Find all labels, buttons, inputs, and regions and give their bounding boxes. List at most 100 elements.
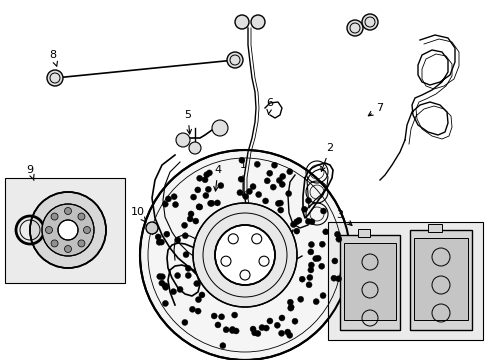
- Circle shape: [194, 187, 201, 193]
- Bar: [339, 235, 399, 330]
- Circle shape: [170, 289, 176, 294]
- Circle shape: [305, 219, 311, 225]
- Circle shape: [293, 219, 299, 225]
- Circle shape: [284, 329, 290, 335]
- Circle shape: [308, 242, 314, 248]
- Circle shape: [229, 328, 235, 333]
- Bar: [357, 229, 369, 237]
- Circle shape: [278, 330, 284, 336]
- Circle shape: [78, 213, 85, 220]
- Circle shape: [182, 233, 188, 239]
- Circle shape: [171, 194, 177, 200]
- Circle shape: [307, 249, 313, 255]
- Circle shape: [30, 192, 106, 268]
- Circle shape: [238, 176, 244, 182]
- Circle shape: [182, 319, 187, 325]
- Circle shape: [64, 246, 71, 252]
- Circle shape: [242, 193, 248, 199]
- Circle shape: [254, 161, 260, 167]
- Circle shape: [189, 142, 201, 154]
- Circle shape: [320, 293, 325, 298]
- Circle shape: [218, 314, 224, 320]
- Circle shape: [314, 255, 321, 261]
- Circle shape: [188, 211, 194, 217]
- Circle shape: [295, 217, 301, 223]
- Circle shape: [335, 276, 341, 282]
- Bar: [5, 178, 125, 283]
- Circle shape: [165, 196, 171, 202]
- Circle shape: [159, 274, 165, 280]
- Circle shape: [203, 193, 208, 198]
- Circle shape: [162, 283, 168, 289]
- Text: 2: 2: [320, 143, 333, 171]
- Circle shape: [185, 273, 191, 279]
- Circle shape: [251, 330, 257, 336]
- Circle shape: [331, 258, 337, 264]
- Circle shape: [250, 15, 264, 29]
- Circle shape: [246, 188, 252, 194]
- Circle shape: [207, 201, 213, 206]
- Text: 3: 3: [336, 210, 351, 225]
- Circle shape: [162, 301, 168, 306]
- Circle shape: [306, 274, 312, 280]
- Circle shape: [174, 273, 180, 279]
- Bar: [413, 238, 467, 320]
- Circle shape: [297, 296, 303, 302]
- Circle shape: [249, 326, 256, 332]
- Circle shape: [229, 327, 235, 332]
- Circle shape: [181, 222, 187, 228]
- Circle shape: [163, 284, 168, 290]
- Circle shape: [211, 313, 217, 319]
- Bar: [427, 224, 441, 232]
- Circle shape: [212, 120, 227, 136]
- Circle shape: [176, 133, 190, 147]
- Circle shape: [287, 304, 294, 310]
- Text: 8: 8: [49, 50, 57, 66]
- Text: 1: 1: [239, 160, 246, 196]
- Circle shape: [262, 198, 268, 204]
- Circle shape: [305, 282, 311, 288]
- Circle shape: [42, 204, 94, 256]
- Circle shape: [239, 157, 244, 163]
- Circle shape: [319, 241, 325, 247]
- Circle shape: [312, 298, 319, 305]
- Circle shape: [277, 207, 283, 213]
- Circle shape: [196, 204, 203, 210]
- Text: 4: 4: [213, 165, 221, 191]
- Circle shape: [177, 287, 183, 292]
- Circle shape: [307, 267, 313, 273]
- Circle shape: [308, 219, 314, 225]
- Circle shape: [214, 200, 220, 206]
- Circle shape: [228, 234, 238, 244]
- Circle shape: [51, 240, 58, 247]
- Circle shape: [301, 206, 307, 212]
- Circle shape: [259, 325, 264, 330]
- Circle shape: [286, 332, 292, 338]
- Circle shape: [235, 15, 248, 29]
- Text: 7: 7: [367, 103, 383, 116]
- Circle shape: [83, 226, 90, 234]
- Circle shape: [203, 172, 209, 178]
- Circle shape: [193, 203, 296, 307]
- Bar: [343, 243, 395, 320]
- Circle shape: [193, 280, 200, 287]
- Text: 5: 5: [184, 110, 191, 134]
- Circle shape: [155, 234, 161, 240]
- Circle shape: [159, 280, 164, 286]
- Circle shape: [266, 170, 272, 176]
- Circle shape: [158, 239, 164, 245]
- Circle shape: [51, 213, 58, 220]
- Circle shape: [208, 200, 214, 206]
- Circle shape: [64, 207, 71, 215]
- Circle shape: [195, 308, 201, 314]
- Circle shape: [237, 190, 243, 195]
- Circle shape: [287, 305, 293, 311]
- Circle shape: [189, 306, 195, 312]
- Circle shape: [330, 275, 336, 281]
- Circle shape: [277, 200, 283, 206]
- Circle shape: [157, 274, 163, 279]
- Bar: [409, 230, 471, 330]
- Circle shape: [217, 183, 224, 189]
- Circle shape: [278, 315, 285, 321]
- Circle shape: [299, 276, 305, 282]
